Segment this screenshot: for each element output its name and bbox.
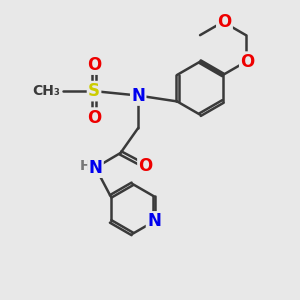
Text: O: O xyxy=(139,157,153,175)
Text: N: N xyxy=(147,212,161,230)
Text: O: O xyxy=(218,13,232,31)
Text: S: S xyxy=(88,82,100,100)
Text: H: H xyxy=(80,159,91,173)
Text: CH₃: CH₃ xyxy=(32,84,60,98)
Text: O: O xyxy=(87,109,101,127)
Text: N: N xyxy=(131,86,145,104)
Text: N: N xyxy=(88,159,103,177)
Text: O: O xyxy=(87,56,101,74)
Text: O: O xyxy=(240,53,255,71)
